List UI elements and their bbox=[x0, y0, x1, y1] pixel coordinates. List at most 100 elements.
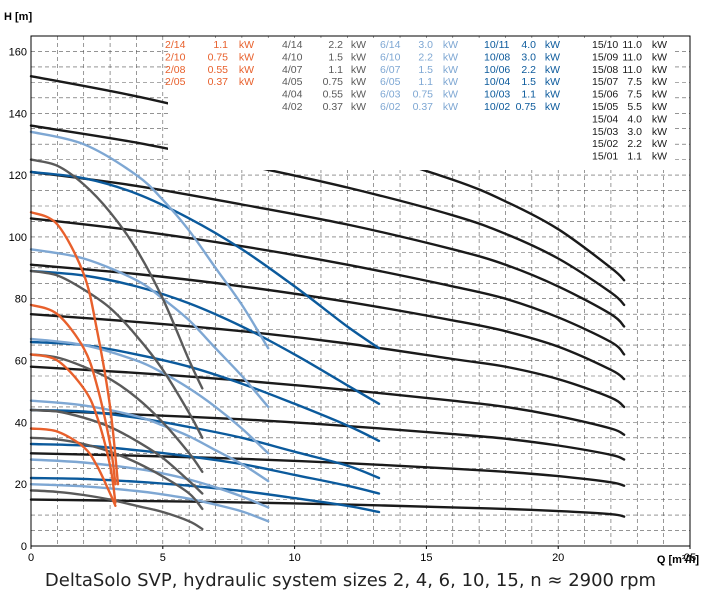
legend-model: 10/08 bbox=[484, 51, 510, 63]
pump-curve bbox=[29, 498, 626, 518]
legend-model: 10/04 bbox=[484, 76, 510, 88]
pump-curve-chart: 2/14 1.1 kW 2/10 0.75 kW 2/08 0.55 kW 2/05 0.37 kW 4… bbox=[4, 11, 699, 566]
axis-ticks: 0 5 10 15 20 25 0 20 40 60 80 100 120 140 160 bbox=[9, 46, 696, 564]
pump-curve bbox=[29, 170, 381, 350]
x-tick-label: 20 bbox=[552, 552, 564, 564]
legend: 2/14 1.1 kW 2/10 0.75 kW 2/08 0.55 kW 2/05 0.37 kW 4… bbox=[165, 39, 667, 163]
x-tick-label: 25 bbox=[684, 552, 696, 564]
legend-power: 3.0 bbox=[418, 39, 433, 51]
pump-curve bbox=[29, 170, 626, 328]
legend-model: 10/03 bbox=[484, 89, 510, 101]
legend-model: 6/14 bbox=[380, 39, 401, 51]
legend-power: 2.2 bbox=[418, 51, 433, 63]
legend-power: 2.2 bbox=[627, 138, 642, 150]
legend-power: 4.0 bbox=[521, 39, 536, 51]
y-tick-label: 60 bbox=[15, 356, 27, 368]
pump-curve bbox=[29, 263, 626, 381]
legend-unit: kW bbox=[239, 51, 254, 63]
legend-power: 0.55 bbox=[323, 89, 344, 101]
legend-model: 4/02 bbox=[282, 101, 303, 113]
legend-unit: kW bbox=[652, 101, 667, 113]
legend-unit: kW bbox=[351, 51, 366, 63]
pump-curve bbox=[29, 124, 626, 307]
pump-curve bbox=[29, 217, 626, 356]
y-tick-label: 20 bbox=[15, 479, 27, 491]
y-axis-label: H [m] bbox=[4, 11, 32, 23]
pump-curve bbox=[29, 353, 204, 473]
legend-power: 0.75 bbox=[413, 89, 434, 101]
pump-curve bbox=[29, 365, 626, 436]
chart-caption: DeltaSolo SVP, hydraulic system sizes 2,… bbox=[44, 570, 657, 591]
pump-curve bbox=[29, 337, 270, 455]
pump-curve bbox=[29, 452, 626, 487]
legend-model: 2/10 bbox=[165, 51, 186, 63]
legend-unit: kW bbox=[545, 89, 560, 101]
legend-model: 15/09 bbox=[592, 51, 618, 63]
legend-unit: kW bbox=[545, 101, 560, 113]
pump-curve bbox=[29, 269, 381, 405]
legend-unit: kW bbox=[443, 51, 458, 63]
legend-unit: kW bbox=[351, 101, 366, 113]
x-tick-label: 0 bbox=[28, 552, 34, 564]
legend-unit: kW bbox=[239, 39, 254, 51]
legend-power: 0.75 bbox=[516, 101, 537, 113]
legend-model: 15/03 bbox=[592, 126, 618, 138]
legend-power: 7.5 bbox=[627, 89, 642, 101]
legend-power: 0.75 bbox=[208, 51, 229, 63]
pump-curve bbox=[29, 211, 120, 486]
x-tick-label: 10 bbox=[288, 552, 300, 564]
legend-unit: kW bbox=[545, 51, 560, 63]
legend-model: 6/02 bbox=[380, 101, 401, 113]
legend-model: 10/02 bbox=[484, 101, 510, 113]
legend-power: 1.1 bbox=[213, 39, 228, 51]
legend-model: 4/05 bbox=[282, 76, 303, 88]
pump-curve bbox=[29, 353, 117, 504]
legend-model: 4/14 bbox=[282, 39, 303, 51]
legend-power: 0.75 bbox=[323, 76, 344, 88]
legend-model: 2/08 bbox=[165, 64, 186, 76]
legend-power: 1.5 bbox=[328, 51, 343, 63]
plot-frame bbox=[30, 35, 691, 547]
pump-curve bbox=[29, 427, 117, 507]
legend-model: 15/01 bbox=[592, 151, 618, 163]
y-tick-label: 40 bbox=[15, 417, 27, 429]
pump-curve bbox=[29, 408, 626, 461]
pump-curve bbox=[29, 408, 204, 495]
legend-model: 4/10 bbox=[282, 51, 303, 63]
legend-unit: kW bbox=[351, 76, 366, 88]
legend-power: 2.2 bbox=[328, 39, 343, 51]
legend-model: 4/04 bbox=[282, 89, 303, 101]
legend-model: 15/04 bbox=[592, 113, 618, 125]
legend-power: 11.0 bbox=[622, 39, 642, 51]
legend-power: 1.1 bbox=[627, 151, 642, 163]
legend-unit: kW bbox=[443, 101, 458, 113]
legend-power: 2.2 bbox=[521, 64, 536, 76]
pump-curve bbox=[29, 399, 270, 483]
y-tick-label: 0 bbox=[21, 541, 27, 553]
legend-power: 3.0 bbox=[521, 51, 536, 63]
legend-background bbox=[168, 38, 673, 170]
pump-curve bbox=[29, 303, 117, 486]
legend-power: 5.5 bbox=[627, 101, 642, 113]
legend-power: 1.1 bbox=[521, 89, 536, 101]
pump-curve bbox=[29, 483, 270, 523]
y-tick-label: 120 bbox=[9, 170, 27, 182]
y-tick-label: 140 bbox=[9, 108, 27, 120]
legend-model: 15/05 bbox=[592, 101, 618, 113]
legend-unit: kW bbox=[443, 39, 458, 51]
legend-power: 7.5 bbox=[627, 76, 642, 88]
legend-model: 15/08 bbox=[592, 64, 618, 76]
y-tick-label: 100 bbox=[9, 232, 27, 244]
pump-curve bbox=[29, 158, 204, 390]
legend-power: 0.37 bbox=[208, 76, 229, 88]
legend-unit: kW bbox=[351, 89, 366, 101]
legend-unit: kW bbox=[652, 89, 667, 101]
pump-curve bbox=[29, 408, 381, 480]
legend-model: 2/05 bbox=[165, 76, 186, 88]
legend-unit: kW bbox=[239, 76, 254, 88]
legend-unit: kW bbox=[351, 39, 366, 51]
legend-power: 11.0 bbox=[622, 64, 642, 76]
legend-unit: kW bbox=[652, 151, 667, 163]
pump-curve bbox=[29, 269, 204, 439]
legend-power: 0.37 bbox=[323, 101, 344, 113]
